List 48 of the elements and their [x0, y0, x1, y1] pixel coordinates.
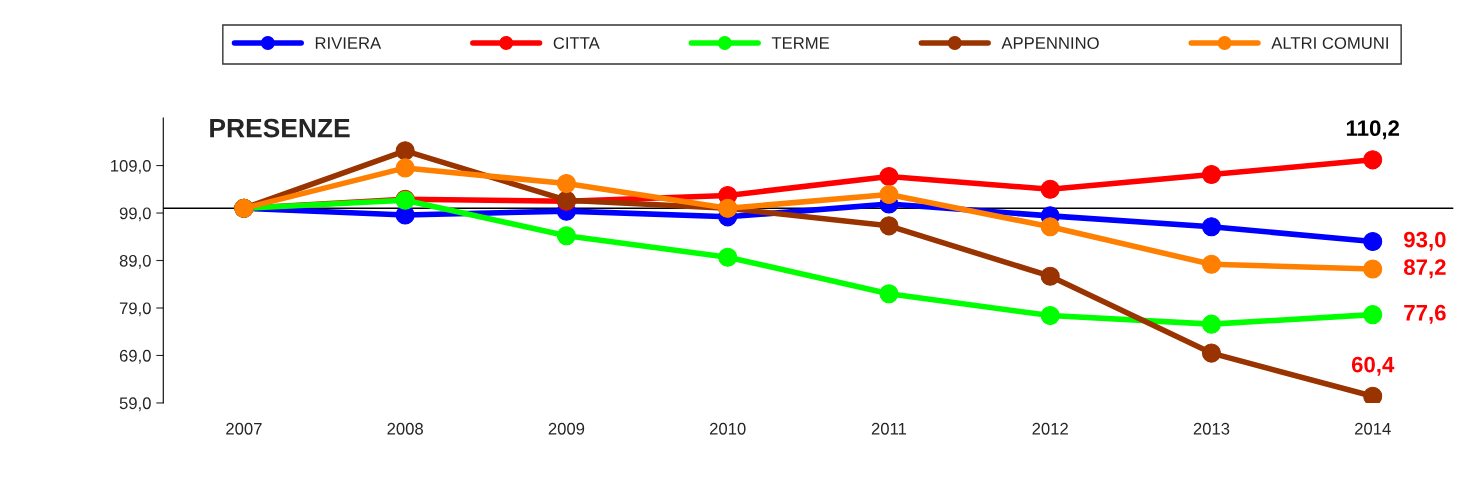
point [1201, 314, 1222, 334]
data-label: 87,2 [1403, 259, 1446, 279]
point [556, 226, 576, 246]
point [1201, 217, 1222, 237]
point [718, 247, 738, 267]
x-tick-label: 2009 [548, 422, 585, 435]
x-tick-label: 2014 [1355, 422, 1391, 435]
x-tick-label: 2013 [1193, 422, 1230, 435]
point [1201, 343, 1222, 363]
point [1363, 231, 1383, 252]
point [879, 284, 899, 304]
y-tick-label: 69,0 [119, 349, 151, 364]
point [395, 158, 415, 178]
point [1363, 305, 1383, 325]
point [1040, 179, 1060, 199]
y-tick-label: 79,0 [119, 302, 151, 317]
x-tick-label: 2008 [387, 422, 423, 435]
data-label: 60,4 [1351, 356, 1395, 376]
point [1363, 386, 1383, 403]
y-tick-label: 89,0 [119, 254, 151, 269]
legend-label: CITTA [553, 37, 600, 49]
legend-label: RIVIERA [315, 37, 382, 49]
point [1201, 254, 1222, 274]
x-tick-label: 2010 [709, 422, 746, 435]
legend-label: APPENNINO [1001, 37, 1099, 49]
data-label: 93,0 [1404, 231, 1446, 251]
point [879, 166, 899, 187]
point [1040, 266, 1060, 286]
x-tick-label: 2007 [226, 422, 262, 435]
point [879, 216, 899, 236]
point [1040, 217, 1060, 237]
x-tick-label: 2012 [1032, 422, 1068, 435]
y-tick-label: 99,0 [119, 207, 151, 222]
data-label: 77,6 [1404, 304, 1446, 324]
point [1040, 306, 1060, 326]
legend-label: ALTRI COMUNI [1271, 37, 1388, 49]
point [879, 184, 899, 205]
y-tick-label: 109,0 [111, 159, 151, 174]
y-tick-label: 59,0 [119, 397, 151, 412]
point [1363, 150, 1383, 170]
point [395, 141, 415, 161]
point [1201, 165, 1222, 185]
x-tick-label: 2011 [871, 422, 907, 435]
point [1363, 259, 1383, 279]
legend-label: TERME [771, 37, 830, 49]
point [556, 174, 576, 194]
data-label: 110,2 [1346, 120, 1400, 140]
chart-title: PRESENZE [210, 118, 350, 138]
